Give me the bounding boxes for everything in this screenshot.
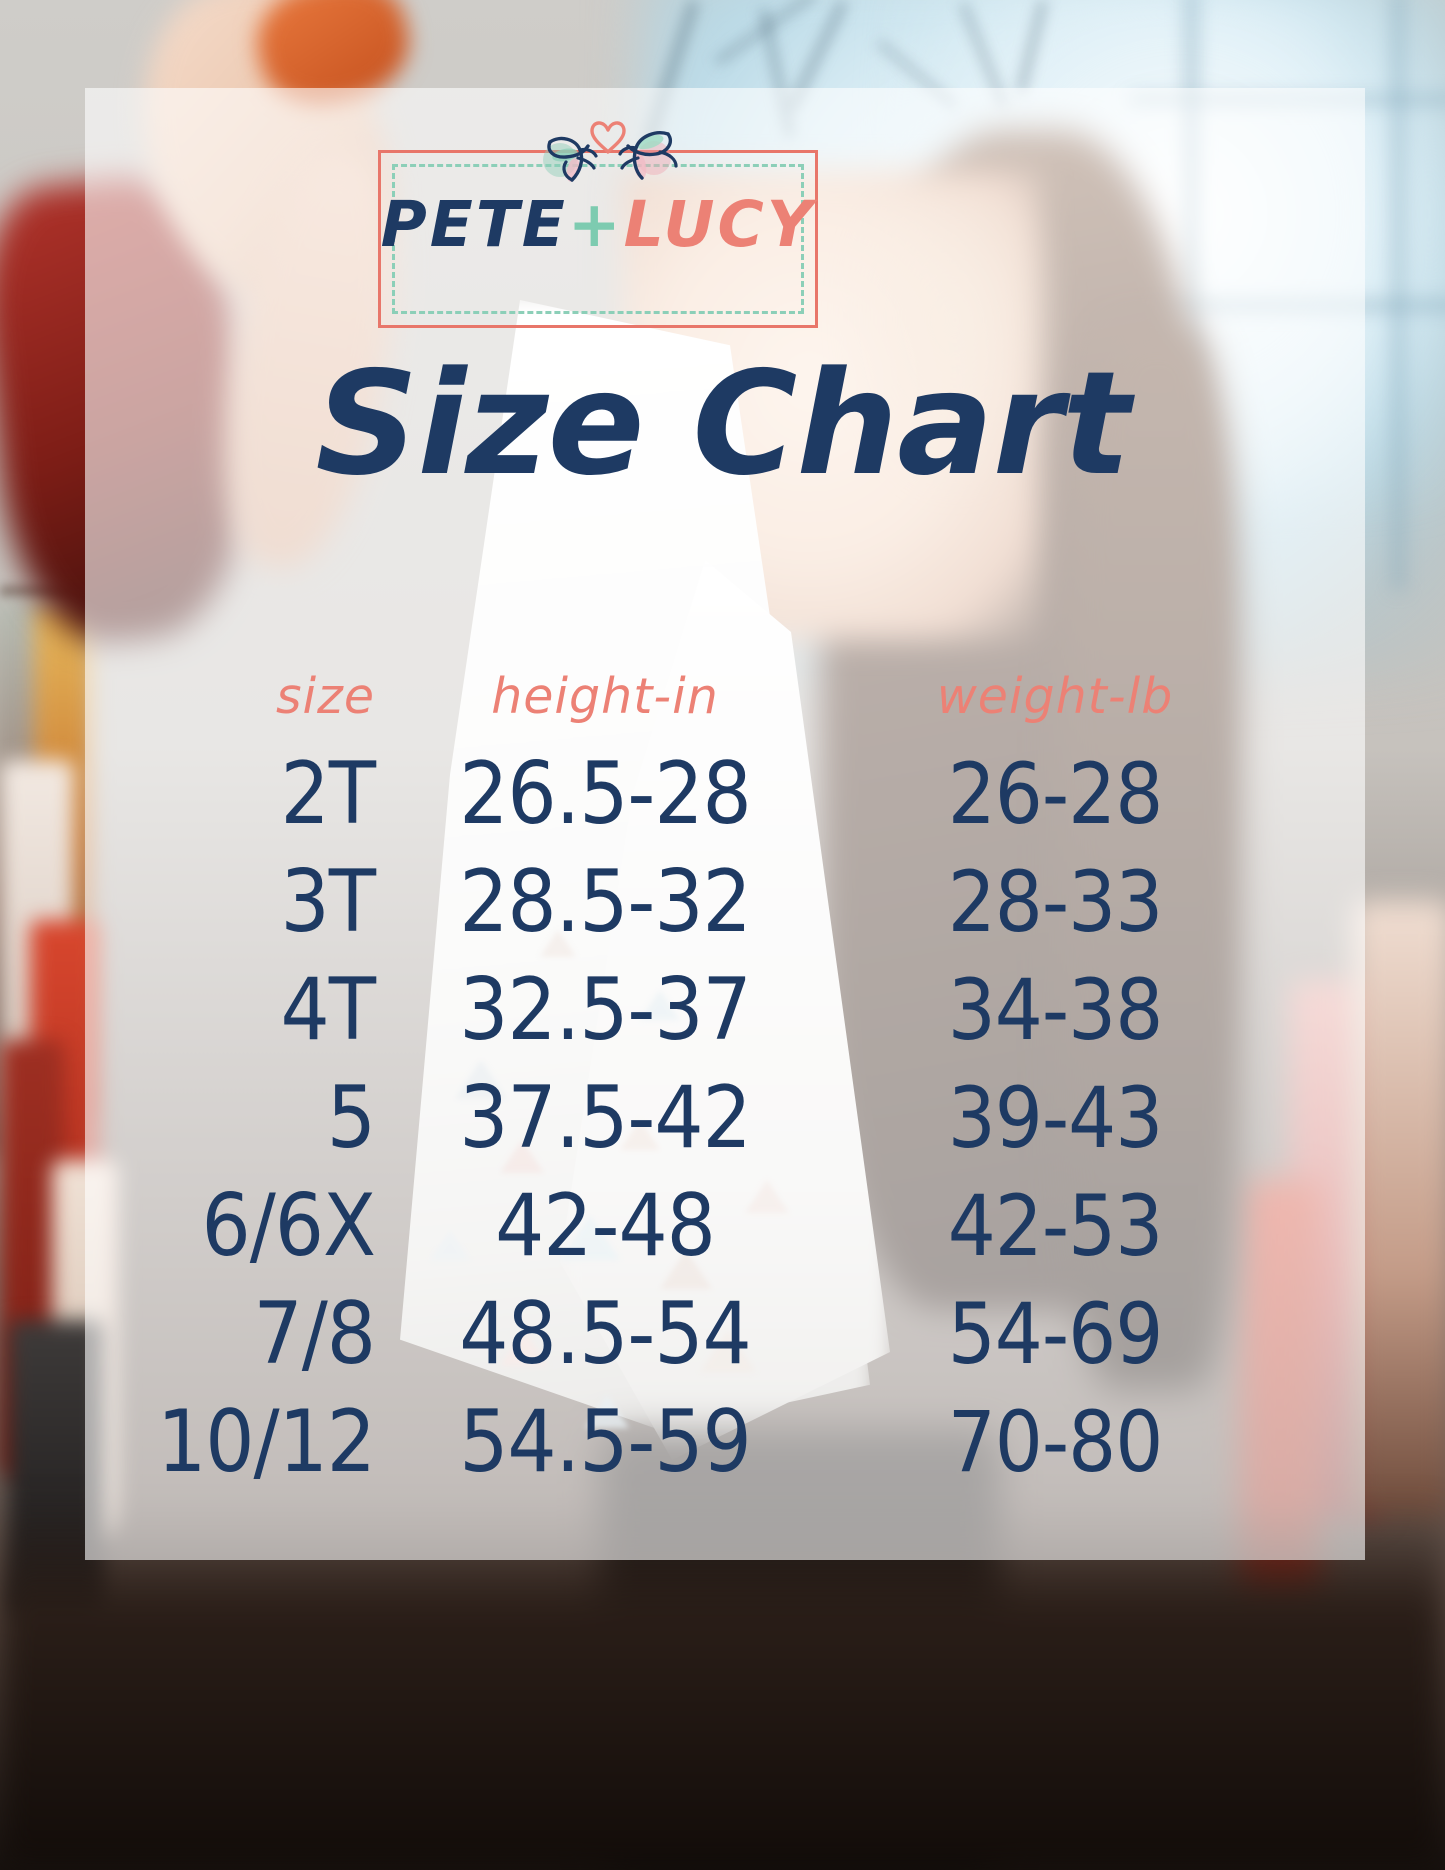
table-row: 10/12 54.5-59 70-80 <box>85 1392 1365 1500</box>
cell-height: 37.5-42 <box>459 1068 752 1168</box>
dragonflies-and-heart-icon <box>543 121 678 182</box>
photo-window-mullion <box>1393 0 1404 590</box>
table-row: 6/6X 42-48 42-53 <box>85 1176 1365 1284</box>
brand-name-left: PETE <box>380 188 568 261</box>
logo-outer-border <box>378 150 818 328</box>
dragonfly-left-icon <box>547 136 598 182</box>
photo-floor-shadow <box>0 1500 1445 1870</box>
cell-height: 42-48 <box>495 1176 716 1276</box>
table-row: 3T 28.5-32 28-33 <box>85 852 1365 960</box>
cell-height: 48.5-54 <box>459 1284 752 1384</box>
table-header-row: size height-in weight-lb <box>85 668 1365 744</box>
cell-size: 7/8 <box>253 1284 376 1384</box>
brand-logo: PETE+LUCY <box>378 121 818 328</box>
cell-size: 6/6X <box>201 1176 376 1276</box>
column-header-size: size <box>275 668 375 725</box>
table-row: 2T 26.5-28 26-28 <box>85 744 1365 852</box>
photo-garment <box>1352 900 1445 1520</box>
cell-weight: 28-33 <box>947 853 1164 951</box>
column-header-weight: weight-lb <box>936 668 1174 725</box>
brand-separator: + <box>567 188 624 261</box>
cell-size: 5 <box>326 1068 376 1168</box>
cell-weight: 34-38 <box>947 961 1164 1059</box>
cell-height: 26.5-28 <box>459 744 752 844</box>
table-row: 5 37.5-42 39-43 <box>85 1068 1365 1176</box>
cell-size: 2T <box>280 744 376 844</box>
cell-size: 4T <box>280 960 376 1060</box>
cell-weight: 54-69 <box>947 1285 1164 1383</box>
cell-weight: 70-80 <box>947 1393 1164 1491</box>
content-overlay-panel <box>85 88 1365 1560</box>
cell-size: 10/12 <box>157 1392 376 1492</box>
cell-weight: 42-53 <box>947 1177 1164 1275</box>
cell-height: 54.5-59 <box>459 1392 752 1492</box>
cell-weight: 39-43 <box>947 1069 1164 1167</box>
logo-ornament-group <box>528 108 688 188</box>
dragonfly-right-icon <box>618 131 678 180</box>
cell-size: 3T <box>280 852 376 952</box>
brand-wordmark: PETE+LUCY <box>378 188 818 261</box>
size-chart-table: size height-in weight-lb 2T 26.5-28 26-2… <box>85 668 1365 1500</box>
cell-height: 28.5-32 <box>459 852 752 952</box>
heart-icon <box>590 121 626 154</box>
table-row: 7/8 48.5-54 54-69 <box>85 1284 1365 1392</box>
table-row: 4T 32.5-37 34-38 <box>85 960 1365 1068</box>
brand-name-right: LUCY <box>623 188 816 261</box>
page-title: Size Chart <box>315 340 1130 507</box>
column-header-height: height-in <box>491 668 719 725</box>
logo-dashed-border <box>392 164 804 314</box>
cell-weight: 26-28 <box>947 745 1164 843</box>
cell-height: 32.5-37 <box>459 960 752 1060</box>
